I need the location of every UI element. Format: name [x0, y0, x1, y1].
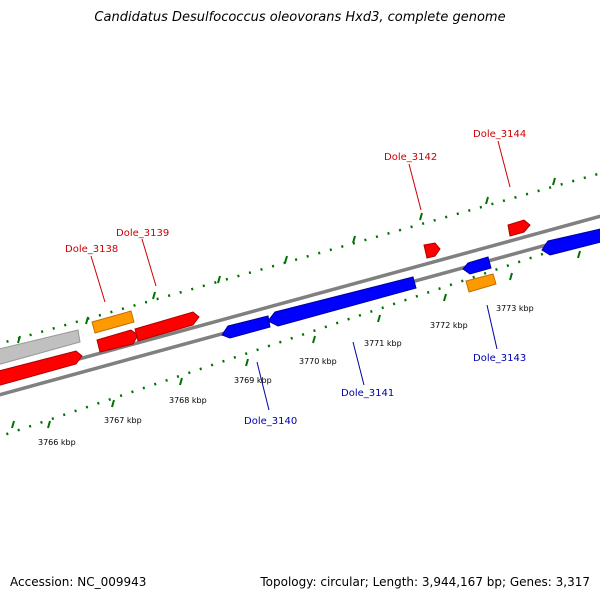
leader-line	[352, 341, 365, 386]
tick	[485, 196, 489, 205]
gene-label-dole3140[interactable]: Dole_3140	[244, 416, 297, 427]
scale-label: 3767 kbp	[104, 416, 142, 425]
scale-label: 3766 kbp	[38, 438, 76, 447]
orange-feature-rna-2[interactable]	[465, 273, 497, 293]
red-gene-dole3138[interactable]	[0, 350, 83, 386]
red-gene-dole3139b[interactable]	[134, 311, 200, 342]
tick	[111, 399, 115, 408]
scale-label: 3768 kbp	[169, 396, 207, 405]
tick	[47, 420, 51, 429]
leader-line	[256, 361, 270, 411]
blue-gene-right[interactable]	[541, 228, 600, 256]
leader-line	[408, 163, 422, 211]
gene-labels: Dole_3138 Dole_3139 Dole_3142 Dole_3144 …	[65, 129, 526, 427]
accession-label: Accession: NC_009943	[10, 575, 147, 589]
tick	[577, 250, 581, 259]
tick	[85, 316, 89, 325]
gene-label-dole3142[interactable]: Dole_3142	[384, 152, 437, 163]
tick	[419, 212, 423, 221]
tick	[509, 272, 513, 281]
gene-label-dole3144[interactable]: Dole_3144	[473, 129, 526, 140]
blue-gene-dole3141[interactable]	[267, 276, 417, 327]
major-ticks	[11, 177, 581, 429]
tick	[17, 335, 21, 344]
red-gene-dole3144[interactable]	[507, 219, 531, 237]
tick	[11, 420, 15, 429]
features	[0, 219, 600, 386]
label-leaders	[90, 140, 511, 411]
gene-label-dole3138[interactable]: Dole_3138	[65, 244, 118, 255]
scale-label: 3769 kbp	[234, 376, 272, 385]
map-title: Candidatus Desulfococcus oleovorans Hxd3…	[94, 10, 506, 25]
leader-line	[90, 255, 106, 303]
blue-gene-dole3143[interactable]	[462, 256, 492, 275]
tick	[245, 358, 249, 367]
scale-label: 3773 kbp	[496, 304, 534, 313]
upper-tick-track	[0, 172, 600, 345]
blue-gene-dole3140[interactable]	[221, 315, 271, 339]
tick	[312, 335, 316, 344]
tick	[352, 235, 356, 244]
lower-tick-track	[0, 233, 600, 438]
tick	[179, 377, 183, 386]
orange-feature-rna-1[interactable]	[91, 310, 135, 334]
red-gene-dole3139a[interactable]	[96, 329, 139, 353]
scale-label: 3771 kbp	[364, 339, 402, 348]
gray-feature[interactable]	[0, 329, 81, 365]
scale-labels: 3766 kbp 3767 kbp 3768 kbp 3769 kbp 3770…	[38, 304, 534, 447]
leader-line	[497, 140, 511, 188]
red-gene-dole3142[interactable]	[423, 242, 441, 259]
topology-label: Topology: circular; Length: 3,944,167 bp…	[260, 575, 590, 589]
scale-label: 3770 kbp	[299, 357, 337, 366]
tick	[152, 291, 156, 300]
scale-label: 3772 kbp	[430, 321, 468, 330]
tick	[552, 177, 556, 186]
tick	[284, 255, 288, 264]
tick	[217, 275, 221, 284]
leader-line	[486, 304, 498, 350]
gene-label-dole3139[interactable]: Dole_3139	[116, 228, 169, 239]
backbone-upper	[0, 214, 600, 383]
tick	[443, 293, 447, 302]
gene-label-dole3143[interactable]: Dole_3143	[473, 353, 526, 364]
leader-line	[141, 238, 157, 287]
gene-label-dole3141[interactable]: Dole_3141	[341, 388, 394, 399]
tick	[377, 314, 381, 323]
